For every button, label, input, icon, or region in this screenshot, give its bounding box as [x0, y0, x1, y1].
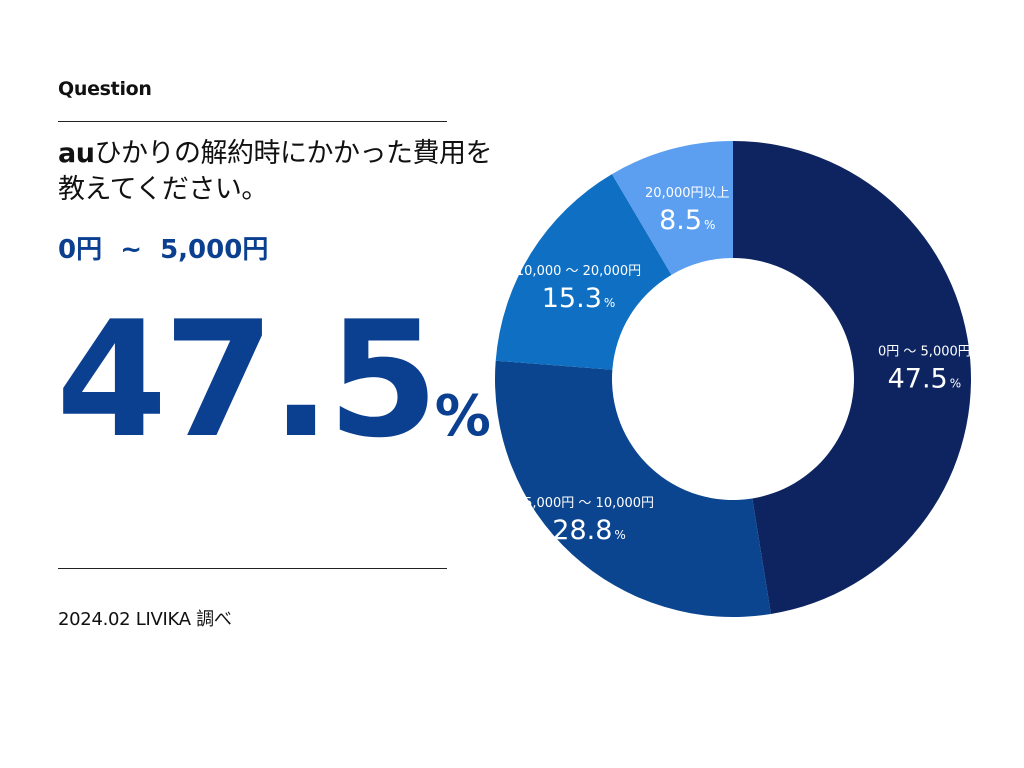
top-divider: [58, 121, 447, 122]
brand-name: au: [58, 138, 95, 169]
question-line2: 教えてください。: [58, 174, 268, 205]
donut-slice-2: [495, 360, 771, 617]
highlight-value: 47.5%: [56, 300, 491, 460]
donut-slice-label-1: 0円 ～ 5,000円: [878, 345, 971, 360]
donut-slice-3: [495, 174, 672, 370]
donut-slice-label-3: 10,000 ～ 20,000円: [516, 264, 641, 279]
highlight-unit: %: [434, 384, 491, 449]
donut-slice-value-1: 47.5%: [888, 364, 962, 395]
highlight-range-label: 0円 ~ 5,000円: [58, 235, 269, 265]
donut-chart: 0円 ～ 5,000円 47.5 % 5,000円 ～ 10,000円 28.8 % 10,…: [495, 141, 971, 617]
question-text: auひかりの解約時にかかった費用を 教えてください。: [58, 136, 578, 208]
donut-slice-4: [611, 141, 733, 275]
donut-slice-label-4: 20,000円以上: [645, 186, 730, 201]
donut-slice-value-4: 8.5%: [659, 205, 715, 236]
highlight-number: 47.5: [56, 286, 439, 473]
donut-slice-label-2: 5,000円 ～ 10,000円: [524, 496, 654, 511]
question-line1: ひかりの解約時にかかった費用を: [94, 138, 492, 169]
question-label: Question: [58, 78, 152, 100]
donut-slice-1: [733, 141, 971, 614]
donut-slice-value-3: 15.3%: [542, 283, 616, 314]
source-note: 2024.02 LIVIKA 調べ: [58, 609, 232, 630]
bottom-divider: [58, 568, 447, 569]
donut-slice-value-2: 28.8%: [552, 515, 626, 546]
